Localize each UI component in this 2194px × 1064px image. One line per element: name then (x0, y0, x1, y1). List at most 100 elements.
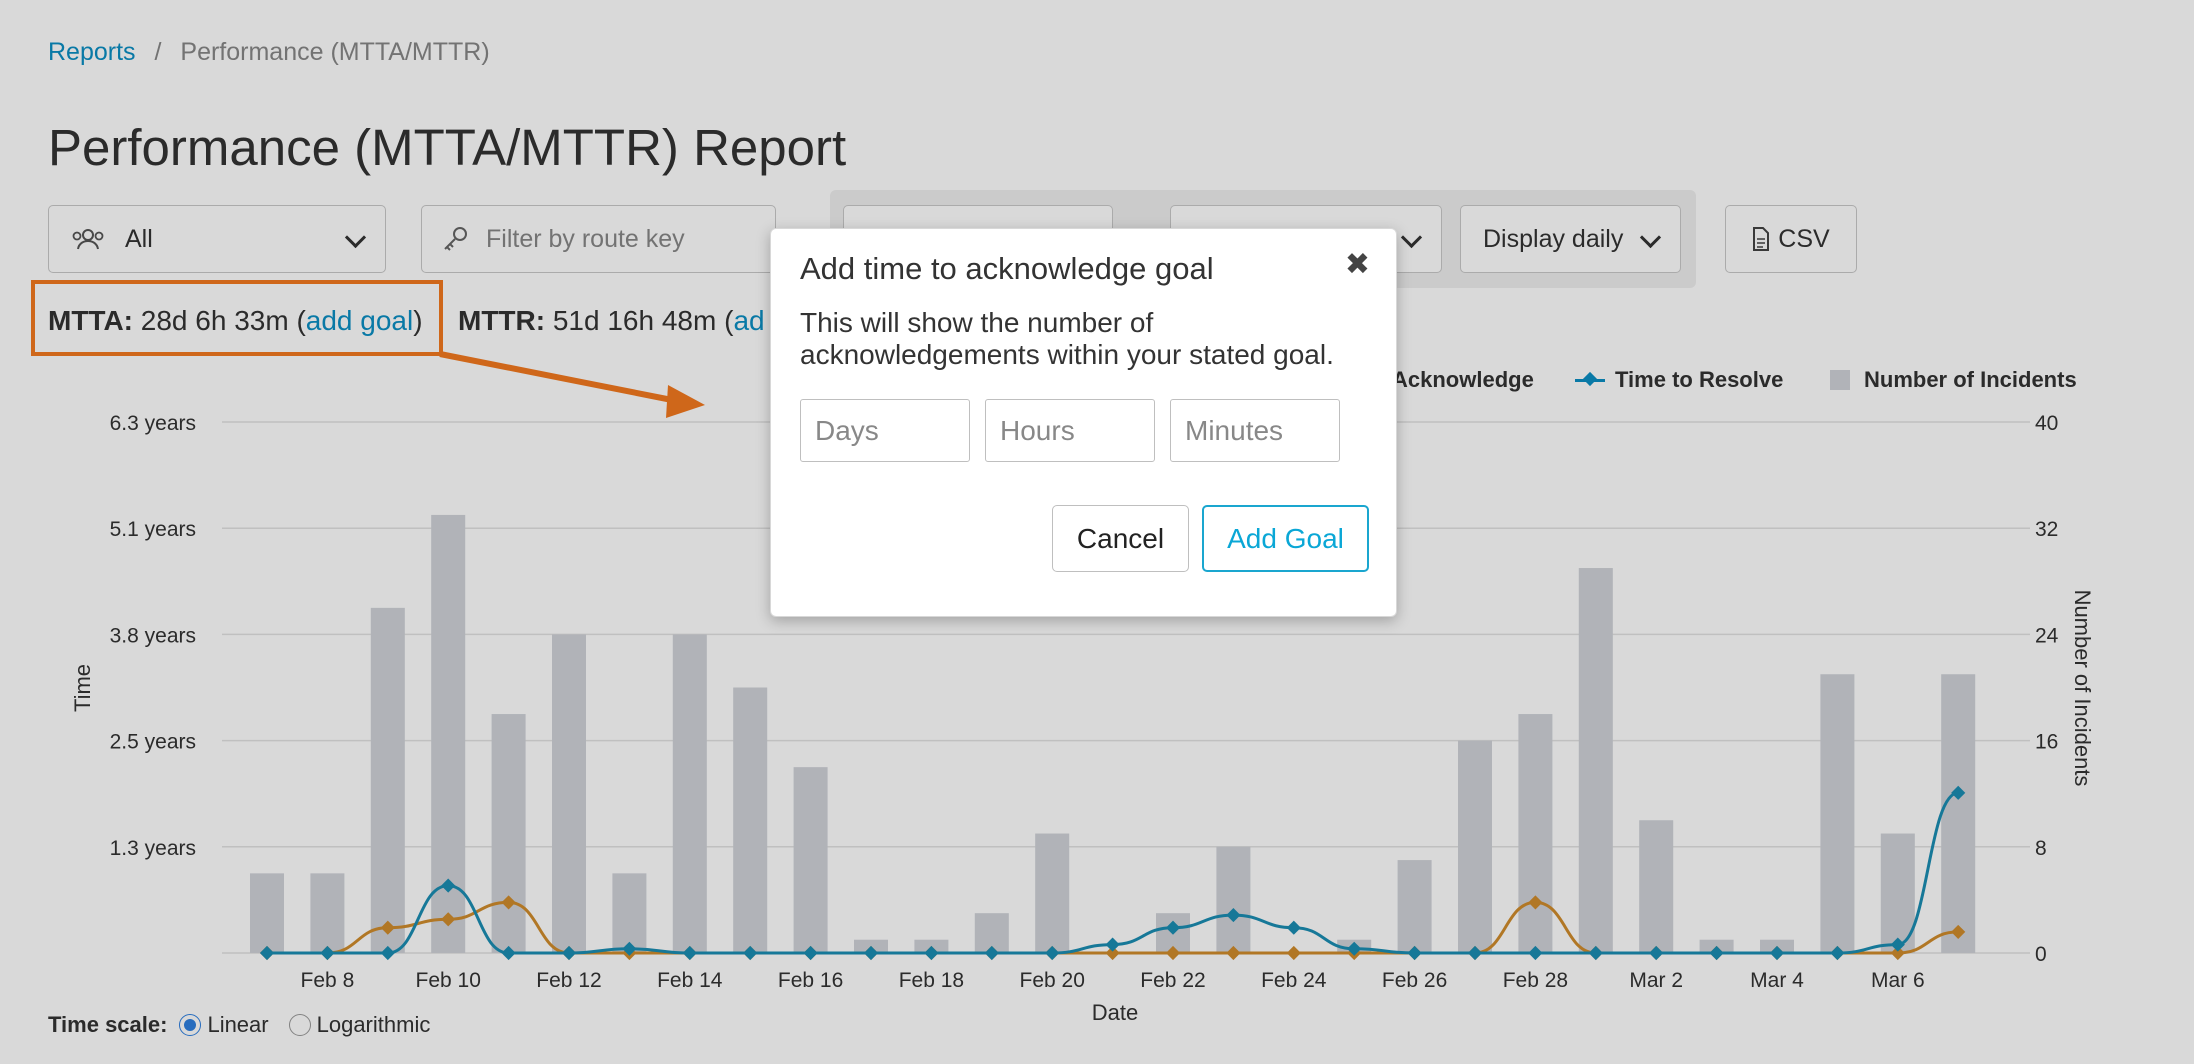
legend-acknowledge[interactable]: Acknowledge (1392, 367, 1534, 393)
mttr-stat: MTTR: 51d 16h 48m (ad (458, 305, 765, 336)
y2-tick-label: 24 (2035, 624, 2059, 647)
minutes-input[interactable] (1170, 399, 1340, 462)
resolve-point (924, 945, 939, 961)
x-tick-label: Feb 22 (1140, 969, 1205, 992)
legend-incidents-label: Number of Incidents (1864, 367, 2077, 392)
y2-tick-label: 0 (2035, 943, 2047, 966)
legend-acknowledge-label: Acknowledge (1392, 367, 1534, 392)
linear-radio[interactable] (179, 1014, 202, 1036)
x-tick-label: Feb 26 (1382, 969, 1447, 992)
resolve-point (1830, 945, 1845, 961)
y2-tick-label: 16 (2035, 731, 2058, 754)
resolve-point (1649, 945, 1664, 961)
y2-tick-label: 8 (2035, 837, 2047, 860)
incident-bar (612, 873, 647, 953)
incident-bar (250, 873, 284, 953)
incident-bar (672, 634, 707, 953)
resolve-point (1286, 920, 1301, 935)
mtta-stat: MTTA: 28d 6h 33m (add goal) (48, 305, 423, 336)
mttr-label: MTTR: (458, 305, 546, 336)
logarithmic-radio[interactable] (288, 1014, 311, 1036)
document-icon (1753, 227, 1770, 251)
resolve-point (320, 945, 335, 961)
resolve-point (561, 945, 577, 961)
acknowledge-point (380, 920, 395, 935)
add-goal-link[interactable]: add goal (305, 305, 414, 336)
legend-resolve-label: Time to Resolve (1615, 367, 1784, 392)
legend-bar-swatch (1830, 370, 1850, 390)
y-tick-label: 6.3 years (110, 412, 196, 435)
resolve-point (1347, 941, 1362, 956)
incident-bar (1518, 714, 1553, 953)
x-tick-label: Feb 16 (778, 969, 843, 992)
logarithmic-option-label[interactable]: Logarithmic (316, 1012, 431, 1037)
time-scale-control: Time scale: Linear Logarithmic (48, 1012, 450, 1038)
resolve-point (803, 945, 818, 961)
legend-time-to-resolve[interactable]: Time to Resolve (1575, 367, 1783, 393)
resolve-point (1105, 937, 1120, 952)
csv-export-button[interactable]: CSV (1725, 205, 1857, 273)
x-axis-title: Date (1092, 1000, 1138, 1025)
display-interval-value: Display daily (1483, 224, 1624, 253)
incident-bar (491, 714, 526, 953)
resolve-point (1951, 785, 1966, 800)
x-tick-label: Feb 18 (899, 969, 964, 992)
resolve-point (1709, 945, 1724, 961)
cancel-button[interactable]: Cancel (1052, 505, 1189, 572)
acknowledge-point (1286, 945, 1301, 961)
breadcrumb: Reports / Performance (MTTA/MTTR) (48, 38, 490, 67)
hours-input[interactable] (985, 399, 1155, 462)
close-icon[interactable]: ✖ (1344, 248, 1370, 281)
time-scale-label: Time scale: (48, 1012, 168, 1037)
display-interval-select[interactable]: Display daily (1460, 205, 1681, 273)
legend-number-of-incidents[interactable]: Number of Incidents (1830, 367, 2077, 393)
mttr-value: 51d 16h 48m (552, 305, 717, 336)
y-tick-label: 2.5 years (110, 731, 196, 754)
resolve-point (743, 945, 758, 961)
x-tick-label: Feb 12 (536, 969, 601, 992)
acknowledge-point (1890, 945, 1905, 961)
y2-tick-label: 32 (2035, 518, 2058, 541)
mtta-highlight-box (31, 280, 443, 356)
resolve-point (1407, 945, 1422, 961)
route-key-filter-input[interactable]: Filter by route key (421, 205, 776, 273)
linear-option-label[interactable]: Linear (207, 1012, 269, 1037)
resolve-point (1467, 945, 1483, 961)
x-tick-label: Feb 24 (1261, 969, 1327, 992)
breadcrumb-reports-link[interactable]: Reports (48, 38, 136, 66)
resolve-point (1528, 945, 1543, 961)
resolve-point (984, 945, 999, 961)
x-tick-label: Feb 20 (1020, 969, 1085, 992)
acknowledge-point (1105, 945, 1120, 961)
add-goal-modal: Add time to acknowledge goal ✖ This will… (770, 228, 1397, 617)
incident-bar (1397, 860, 1432, 953)
resolve-point (1588, 945, 1603, 961)
resolve-point (682, 945, 697, 961)
team-select[interactable]: All (48, 205, 386, 273)
modal-title: Add time to acknowledge goal (800, 251, 1214, 286)
page-title: Performance (MTTA/MTTR) Report (48, 119, 847, 176)
incident-bar (1458, 740, 1492, 953)
x-tick-label: Feb 28 (1503, 969, 1568, 992)
x-tick-label: Feb 14 (657, 969, 723, 992)
resolve-point (380, 945, 395, 961)
incident-bar (1639, 820, 1674, 953)
days-input[interactable] (800, 399, 970, 462)
add-goal-button[interactable]: Add Goal (1202, 505, 1369, 572)
incident-bar (1578, 568, 1613, 953)
resolve-point (259, 945, 275, 961)
resolve-point (622, 941, 637, 956)
y-tick-label: 1.3 years (110, 837, 196, 860)
resolve-point (1890, 937, 1905, 952)
resolve-point (863, 945, 879, 961)
x-tick-label: Feb 8 (301, 969, 355, 992)
resolve-point (1165, 920, 1181, 935)
incident-bar (1035, 833, 1070, 953)
x-tick-label: Feb 10 (416, 969, 481, 992)
y2-axis-title: Number of Incidents (2070, 590, 2095, 787)
mttr-add-goal-link[interactable]: ad (733, 305, 765, 336)
acknowledge-point (1226, 945, 1241, 961)
legend-line-swatch (1575, 378, 1605, 382)
